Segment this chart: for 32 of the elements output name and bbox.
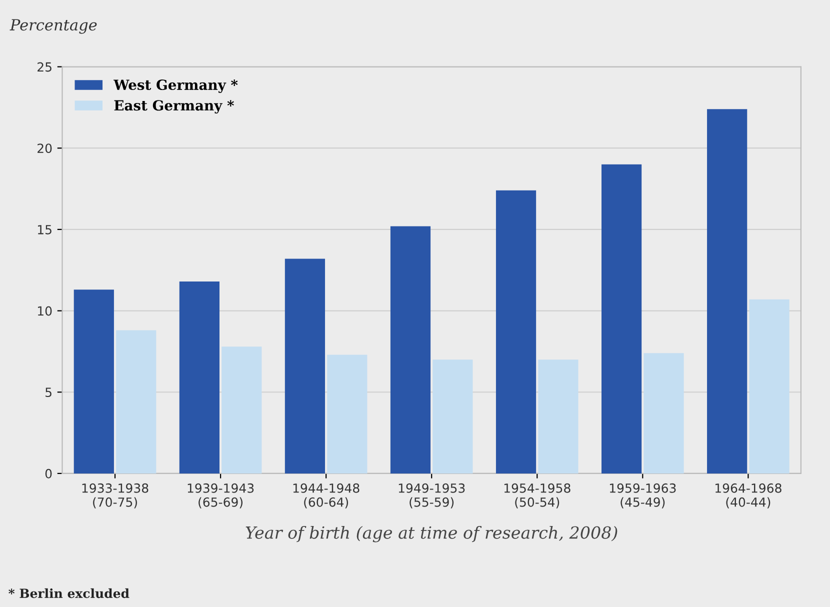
bar: [538, 360, 578, 474]
bar: [74, 290, 114, 474]
y-tick-label: 10: [38, 306, 52, 316]
bar: [116, 330, 156, 474]
bar: [327, 354, 368, 474]
bar: [390, 226, 431, 474]
x-tick-label: 1959-1963 (45-49): [610, 483, 676, 508]
x-tick-label: 1949-1953 (55-59): [398, 483, 465, 508]
y-tick-label: 15: [38, 225, 52, 234]
x-tick-label: 1964-1968 (40-44): [715, 483, 782, 508]
x-tick-label: 1954-1958 (50-54): [504, 483, 570, 508]
text: * Berlin excluded: [8, 588, 130, 598]
bar: [749, 299, 790, 474]
y-tick-label: 5: [46, 388, 52, 398]
bar: [432, 360, 473, 474]
bar: [496, 190, 536, 474]
bar: [222, 346, 262, 474]
bar: [179, 282, 220, 474]
y-tick-label: 20: [38, 144, 52, 154]
y-axis-title: Percentage: [10, 19, 97, 34]
x-tick-label: 1944-1948 (60-64): [293, 483, 360, 508]
y-tick-label: 25: [38, 62, 52, 72]
x-axis-title: Year of birth (age at time of research, 2008): [246, 526, 618, 542]
legend-label: East Germany *: [114, 100, 234, 114]
bar: [644, 353, 684, 474]
bar: [284, 258, 326, 474]
bar: [602, 164, 642, 474]
x-tick-label: 1939-1943 (65-69): [188, 483, 254, 508]
y-tick-label: 0: [45, 468, 52, 478]
legend-label: West Germany *: [114, 80, 238, 93]
x-tick-label: 1933-1938 (70-75): [82, 483, 148, 508]
bar: [707, 109, 748, 474]
